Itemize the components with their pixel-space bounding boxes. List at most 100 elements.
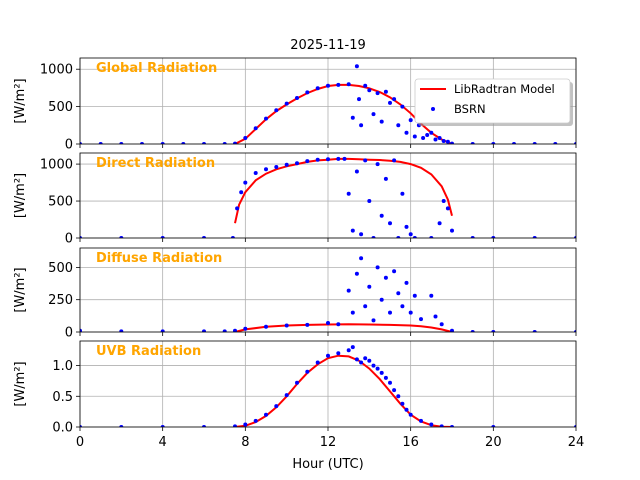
bsrn-point — [354, 169, 359, 174]
bsrn-point — [371, 236, 376, 238]
bsrn-point — [359, 123, 364, 128]
bsrn-point — [359, 360, 364, 365]
bsrn-point — [326, 353, 330, 358]
bsrn-point — [408, 412, 413, 417]
bsrn-point — [470, 142, 475, 144]
bsrn-point — [305, 369, 310, 374]
bsrn-point — [80, 425, 82, 427]
panel-title: Global Radiation — [96, 61, 217, 76]
bsrn-point — [264, 167, 268, 172]
x-tick-label: 20 — [485, 435, 502, 450]
bsrn-point — [470, 330, 475, 332]
bsrn-point — [532, 330, 537, 332]
bsrn-point — [202, 425, 206, 427]
bsrn-point — [375, 91, 380, 96]
x-tick-label: 12 — [320, 435, 337, 450]
bsrn-point — [326, 83, 330, 88]
bsrn-point — [315, 157, 320, 162]
bsrn-point — [445, 139, 450, 144]
bsrn-point — [392, 269, 397, 274]
bsrn-point — [400, 304, 405, 309]
bsrn-point — [235, 206, 240, 211]
bsrn-point — [295, 96, 299, 100]
bsrn-point — [315, 86, 320, 91]
panel-title: Direct Radiation — [96, 156, 215, 171]
bsrn-point — [367, 358, 372, 363]
bsrn-point — [350, 115, 355, 120]
x-tick-label: 4 — [159, 435, 167, 450]
bsrn-point — [379, 119, 384, 124]
bsrn-point — [346, 82, 351, 87]
bsrn-point — [243, 422, 248, 427]
bsrn-point — [383, 176, 388, 181]
bsrn-point — [264, 324, 268, 329]
x-axis: 0 4 8 12 16 20 24 — [76, 435, 584, 450]
bsrn-point — [439, 424, 444, 427]
bsrn-point — [284, 393, 289, 398]
bsrn-point — [388, 221, 392, 226]
bsrn-point — [375, 366, 380, 371]
bsrn-point — [379, 213, 384, 218]
x-tick-label: 24 — [568, 435, 585, 450]
bsrn-point — [346, 288, 351, 293]
bsrn-point — [429, 236, 434, 238]
legend-bsrn-swatch — [431, 107, 435, 111]
y-tick-label: 1000 — [40, 158, 73, 173]
bsrn-point — [367, 88, 372, 93]
y-axis-label: [W/m²] — [13, 173, 28, 218]
bsrn-point — [367, 199, 372, 203]
bsrn-point — [429, 422, 434, 427]
y-axis-label: [W/m²] — [13, 361, 28, 406]
bsrn-point — [359, 256, 364, 261]
bsrn-point — [119, 142, 124, 144]
legend-box — [414, 78, 571, 124]
bsrn-point — [437, 221, 442, 226]
y-tick-label: 500 — [48, 261, 73, 276]
bsrn-point — [392, 388, 397, 393]
plot-area — [80, 256, 576, 332]
bsrn-point — [512, 142, 516, 144]
bsrn-point — [439, 322, 444, 327]
bsrn-point — [574, 425, 576, 427]
bsrn-point — [305, 322, 310, 327]
bsrn-point — [532, 236, 537, 238]
bsrn-point — [532, 142, 537, 144]
bsrn-point — [119, 329, 124, 332]
y-tick-label: 0.5 — [52, 390, 73, 405]
x-tick-label: 0 — [76, 435, 84, 450]
bsrn-point — [80, 142, 82, 144]
bsrn-point — [441, 199, 446, 203]
bsrn-point — [202, 142, 206, 144]
bsrn-point — [419, 418, 423, 423]
bsrn-point — [445, 206, 450, 211]
bsrn-point — [388, 310, 392, 315]
bsrn-point — [375, 265, 380, 270]
bsrn-point — [412, 134, 417, 139]
bsrn-point — [342, 156, 347, 161]
plot-area — [80, 345, 576, 427]
y-tick-label: 0 — [65, 326, 73, 341]
chart-title: 2025-11-19 — [290, 38, 366, 53]
bsrn-point — [421, 136, 426, 140]
bsrn-point — [574, 142, 576, 144]
panel-title: Diffuse Radiation — [96, 251, 222, 266]
bsrn-point — [350, 228, 355, 233]
bsrn-point — [326, 321, 330, 325]
bsrn-point — [202, 236, 206, 238]
x-tick-label: 16 — [402, 435, 419, 450]
bsrn-point — [350, 310, 355, 315]
bsrn-point — [253, 126, 258, 131]
bsrn-point — [450, 328, 454, 332]
bsrn-point — [450, 425, 454, 427]
bsrn-point — [354, 357, 359, 362]
bsrn-point — [404, 407, 409, 412]
bsrn-point — [253, 171, 258, 175]
bsrn-point — [379, 297, 384, 302]
bsrn-point — [396, 123, 401, 128]
bsrn-point — [437, 136, 442, 140]
bsrn-point — [412, 236, 417, 238]
bsrn-point — [574, 330, 576, 332]
panel-3: 0 250 500 Diffuse Radiation [W/m²] — [13, 247, 577, 341]
model-line — [234, 323, 453, 332]
bsrn-point — [400, 104, 405, 109]
